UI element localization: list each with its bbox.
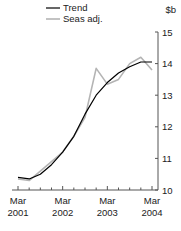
x-tick [96, 188, 97, 191]
x-tick [152, 186, 153, 190]
series-line [18, 57, 152, 180]
y-tick-label: 14 [162, 58, 173, 69]
legend-swatch [46, 7, 60, 8]
y-tick [155, 63, 158, 64]
y-tick [155, 32, 158, 33]
x-tick [29, 188, 30, 191]
x-tick [18, 186, 19, 190]
x-tick [85, 188, 86, 191]
y-tick-label: 13 [162, 90, 173, 101]
x-tick [118, 188, 119, 191]
x-tick-label: Mar2001 [7, 195, 28, 218]
y-tick-label: 12 [162, 121, 173, 132]
y-axis [158, 32, 159, 190]
legend-label: Trend [63, 2, 87, 13]
y-tick [155, 158, 158, 159]
y-tick-label: 15 [162, 27, 173, 38]
x-tick-label: Mar2003 [97, 195, 118, 218]
y-axis-label: $b [165, 4, 176, 15]
x-tick [40, 188, 41, 191]
x-tick [51, 188, 52, 191]
x-tick [140, 188, 141, 191]
x-tick [129, 188, 130, 191]
y-tick-label: 10 [162, 185, 173, 196]
legend-label: Seas adj. [63, 13, 103, 24]
x-tick [62, 186, 63, 190]
legend-swatch [46, 18, 60, 20]
series-line [18, 62, 152, 179]
x-tick [73, 188, 74, 191]
x-tick [107, 186, 108, 190]
x-tick-label: Mar2004 [141, 195, 162, 218]
y-tick-label: 11 [162, 153, 172, 164]
x-tick-label: Mar2002 [52, 195, 73, 218]
y-tick [155, 126, 158, 127]
y-tick [155, 95, 158, 96]
